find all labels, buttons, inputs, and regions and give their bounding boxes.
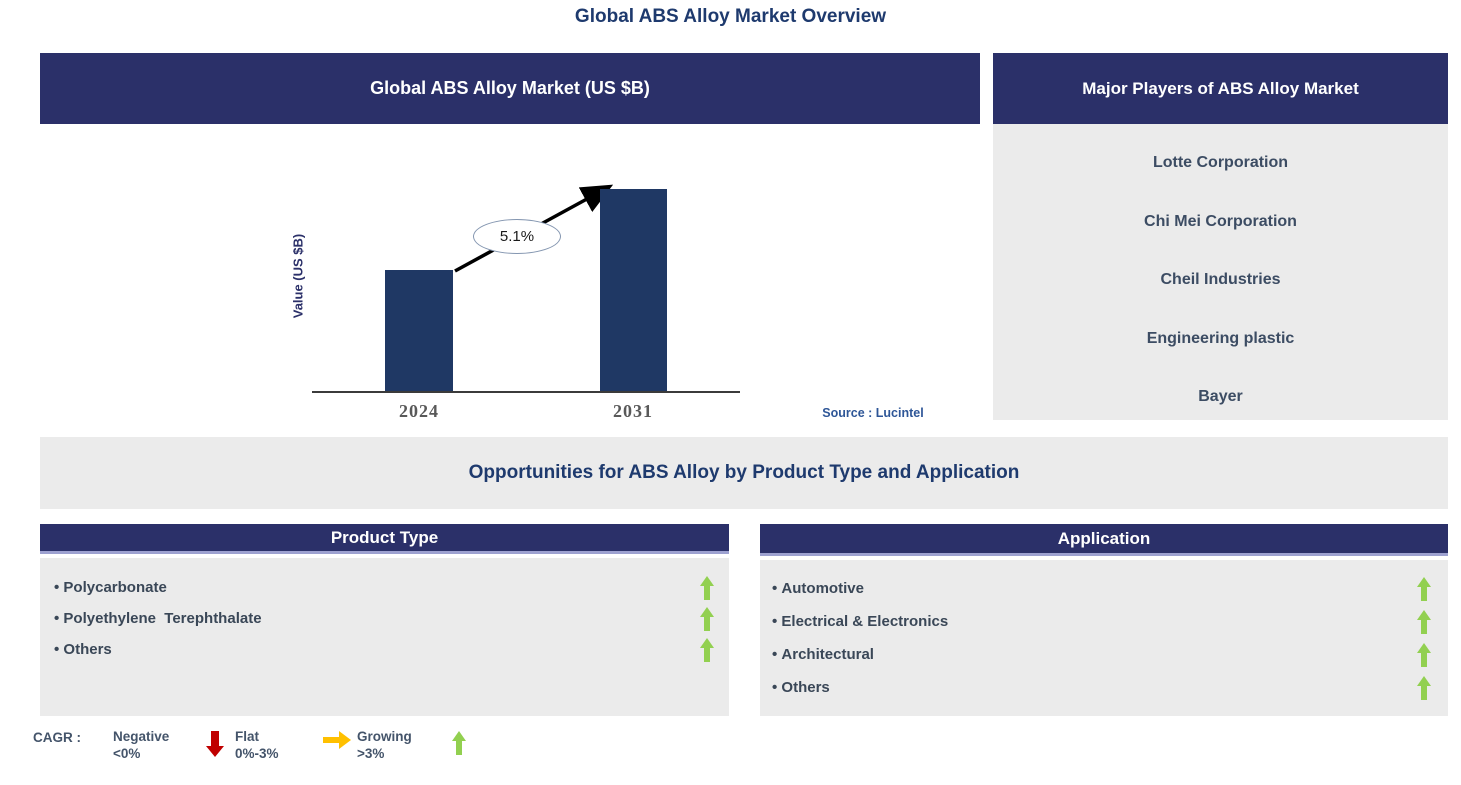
players-panel-title: Major Players of ABS Alloy Market xyxy=(1082,78,1359,98)
legend-range: 0%-3% xyxy=(235,746,279,761)
growing-up-arrow-icon xyxy=(699,606,715,631)
product-type-label: Polyethylene Terephthalate xyxy=(54,610,261,627)
arrow-slot xyxy=(317,728,357,749)
opportunities-band: Opportunities for ABS Alloy by Product T… xyxy=(40,437,1448,509)
cagr-value: 5.1% xyxy=(499,228,535,245)
list-item: Engineering plastic xyxy=(1146,329,1295,347)
legend-entry-negative: Negative <0% xyxy=(113,728,235,762)
growing-up-arrow-icon xyxy=(1416,576,1432,601)
legend-entry-growing: Growing >3% xyxy=(357,728,479,762)
legend-label: Flat xyxy=(235,729,260,744)
source-note: Source : Lucintel xyxy=(822,406,924,420)
list-item: Electrical & Electronics xyxy=(772,605,1432,638)
list-item: Polycarbonate xyxy=(54,572,715,603)
list-item: Others xyxy=(54,634,715,665)
application-title: Application xyxy=(1057,528,1151,548)
legend-text: Flat 0%-3% xyxy=(235,728,317,762)
application-label: Electrical & Electronics xyxy=(772,613,948,630)
legend-range: >3% xyxy=(357,746,385,761)
list-item: Bayer xyxy=(1198,388,1243,405)
application-header: Application xyxy=(760,524,1448,556)
product-type-title: Product Type xyxy=(330,527,439,547)
growing-up-arrow-icon xyxy=(1416,675,1432,700)
list-item: Chi Mei Corporation xyxy=(1144,212,1297,230)
legend-text: Growing >3% xyxy=(357,728,439,762)
product-type-label: Others xyxy=(54,641,111,658)
cagr-legend: CAGR : Negative <0% Flat 0%-3% Growing >… xyxy=(33,728,479,762)
list-item: Lotte Corporation xyxy=(1152,154,1289,171)
list-item: Automotive xyxy=(772,572,1432,605)
legend-prefix: CAGR : xyxy=(33,730,81,745)
y-axis-label: Value (US $B) xyxy=(290,233,306,319)
application-label: Architectural xyxy=(772,646,874,663)
players-list: Lotte Corporation Chi Mei Corporation Ch… xyxy=(993,124,1448,420)
growing-up-arrow-icon xyxy=(1416,642,1432,667)
application-list: Automotive Electrical & Electronics Arch… xyxy=(760,560,1448,716)
list-item: Architectural xyxy=(772,638,1432,671)
bar-2031 xyxy=(600,189,667,391)
negative-down-arrow-icon xyxy=(206,731,224,757)
list-item: Polyethylene Terephthalate xyxy=(54,603,715,634)
x-axis-line xyxy=(312,391,740,393)
list-item: Cheil Industries xyxy=(1160,271,1281,288)
page-title: Global ABS Alloy Market Overview xyxy=(574,6,887,27)
market-bar-chart: Value (US $B) 5.1% 2024 2031 Source : Lu… xyxy=(40,124,980,437)
flat-right-arrow-icon xyxy=(323,731,351,749)
application-label: Others xyxy=(772,679,829,696)
legend-text: Negative <0% xyxy=(113,728,195,762)
product-type-label: Polycarbonate xyxy=(54,579,166,596)
market-panel-header: Global ABS Alloy Market (US $B) xyxy=(40,53,980,124)
x-tick-2031: 2031 xyxy=(613,401,653,421)
opportunities-title: Opportunities for ABS Alloy by Product T… xyxy=(468,462,1020,483)
market-panel-title: Global ABS Alloy Market (US $B) xyxy=(370,78,650,98)
legend-label: Negative xyxy=(113,729,170,744)
x-tick-2024: 2024 xyxy=(399,401,439,421)
players-panel-header: Major Players of ABS Alloy Market xyxy=(993,53,1448,124)
list-item: Others xyxy=(772,671,1432,704)
cagr-annotation: 5.1% xyxy=(473,219,561,254)
bar-2024 xyxy=(385,270,453,391)
growing-up-arrow-icon xyxy=(451,731,467,755)
arrow-slot xyxy=(195,728,235,757)
arrow-slot xyxy=(439,728,479,755)
growing-up-arrow-icon xyxy=(699,637,715,662)
product-type-header: Product Type xyxy=(40,524,729,554)
growing-up-arrow-icon xyxy=(1416,609,1432,634)
application-label: Automotive xyxy=(772,580,864,597)
legend-range: <0% xyxy=(113,746,141,761)
product-type-list: Polycarbonate Polyethylene Terephthalate… xyxy=(40,558,729,716)
growing-up-arrow-icon xyxy=(699,575,715,600)
legend-entry-flat: Flat 0%-3% xyxy=(235,728,357,762)
legend-label: Growing xyxy=(357,729,412,744)
